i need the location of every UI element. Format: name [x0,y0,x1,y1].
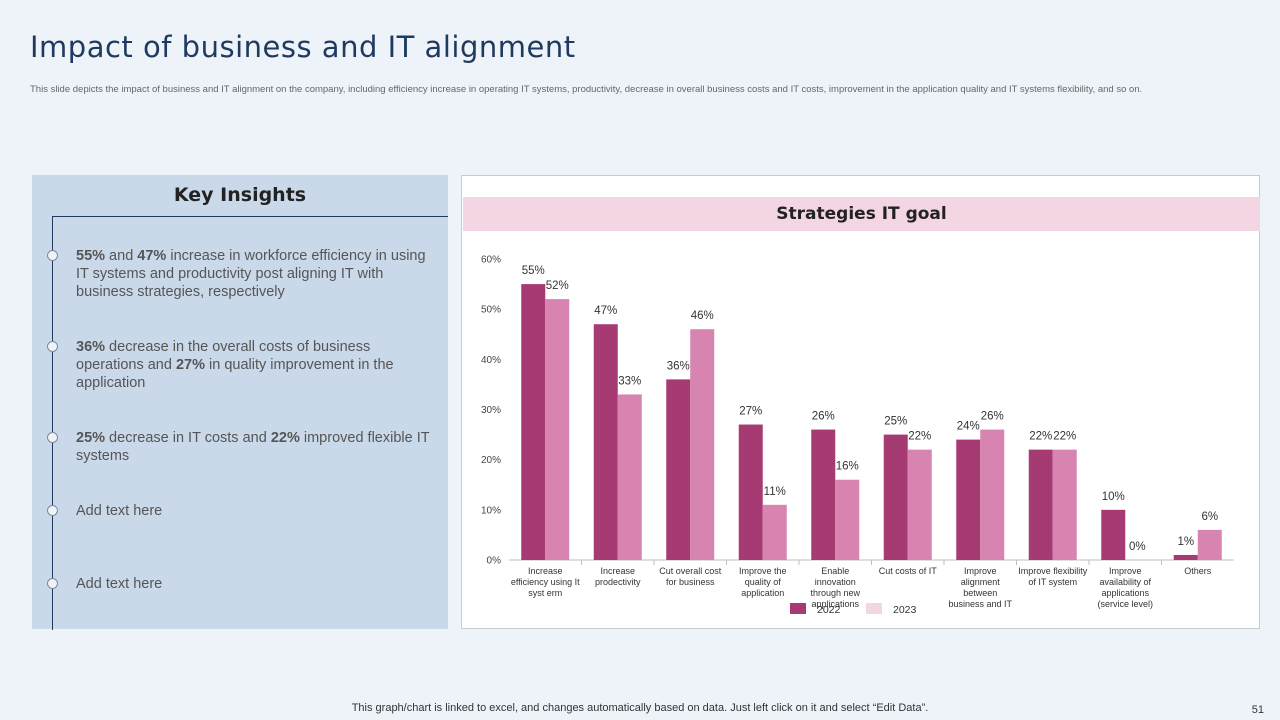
x-tick-label: business and IT [948,599,1012,609]
footer-note: This graph/chart is linked to excel, and… [351,702,929,714]
x-tick-label: between [963,588,997,598]
timeline-dot-3 [47,432,58,443]
x-tick-label: for business [666,577,715,587]
data-label: 36% [667,360,690,372]
insight-point-5[interactable]: Add text here [76,576,163,592]
bar-2022-7 [956,439,981,560]
data-label: 10% [1102,491,1125,503]
bar-2023-7 [980,429,1005,560]
timeline-top-line [52,216,448,217]
bar-2023-1 [545,299,570,560]
legend-swatch-2023 [866,603,882,614]
x-tick-label: of IT system [1028,577,1077,587]
bar-2022-9 [1101,509,1126,560]
bar-2023-10 [1197,529,1222,560]
data-label: 24% [957,421,980,433]
data-label: 46% [691,310,714,322]
data-label: 25% [884,416,907,428]
insight-point-1: 55% and 47% increase in workforce effici… [76,248,426,300]
bar-2023-5 [835,479,860,560]
legend-label: 2022 [817,604,841,616]
timeline-dot-4 [47,505,58,516]
y-tick-label: 40% [481,355,501,366]
x-tick-label: innovation [815,577,856,587]
x-tick-label: Cut costs of IT [879,566,938,576]
insight-point-3: 25% decrease in IT costs and 22% improve… [76,430,430,464]
x-tick-label: Improve the [739,566,787,576]
page-subtitle: This slide depicts the impact of busines… [30,84,1143,95]
x-tick-label: Enable [821,566,849,576]
legend-label: 2023 [893,604,917,616]
x-tick-label: applications [1101,588,1149,598]
y-tick-label: 50% [481,305,501,316]
timeline-vertical-line [52,216,53,630]
data-label: 27% [739,406,762,418]
data-label: 47% [594,305,617,317]
x-tick-label: application [741,588,784,598]
bar-2023-3 [690,329,715,560]
x-tick-label: Improve flexibility [1018,566,1088,576]
data-label: 55% [522,265,545,277]
data-label: 22% [1053,431,1076,443]
key-insights-title: Key Insights [173,184,307,206]
x-tick-label: through new [810,588,860,598]
x-tick-label: Increase [528,566,563,576]
x-tick-label: (service level) [1097,599,1153,609]
timeline-dot-2 [47,341,58,352]
data-label: 22% [908,431,931,443]
x-tick-label: efficiency using It [511,577,580,587]
bar-2022-4 [738,424,763,560]
bar-2023-2 [617,394,642,560]
data-label: 26% [981,411,1004,423]
data-label: 11% [764,486,786,498]
x-tick-label: Improve [1109,566,1142,576]
x-tick-label: availability of [1099,577,1151,587]
x-tick-label: alignment [961,577,1001,587]
bar-2022-3 [666,379,691,560]
data-label: 6% [1201,511,1218,523]
bar-2022-8 [1028,449,1053,560]
data-label: 22% [1029,431,1052,443]
bar-2022-1 [521,284,546,560]
page-number: 51 [1251,704,1264,716]
bar-2022-2 [593,324,618,560]
bar-2023-4 [762,504,787,560]
x-tick-label: quality of [745,577,782,587]
y-tick-label: 20% [481,455,501,466]
y-tick-label: 10% [481,505,501,516]
insight-point-2: 36% decrease in the overall costs of bus… [76,339,394,391]
x-tick-label: Improve [964,566,997,576]
timeline-dot-5 [47,578,58,589]
x-tick-label: syst erm [528,588,562,598]
legend-swatch-2022 [790,603,806,614]
timeline-dot-1 [47,250,58,261]
chart-header: Strategies IT goal [463,197,1260,231]
x-tick-label: applications [811,599,859,609]
bar-2023-6 [907,449,932,560]
bar-2022-5 [811,429,836,560]
data-label: 26% [812,411,835,423]
page-title: Impact of business and IT alignment [30,30,576,64]
y-tick-label: 60% [481,255,501,266]
x-tick-label: Increase [600,566,635,576]
bar-2022-6 [883,434,908,560]
data-label: 33% [618,375,641,387]
y-tick-label: 0% [487,556,502,567]
data-label: 16% [836,461,859,473]
data-label: 52% [546,280,569,292]
key-insights-panel [32,175,448,629]
x-tick-label: Cut overall cost [659,566,722,576]
x-tick-label: prodectivity [595,577,641,587]
bar-2022-10 [1173,554,1198,560]
insight-point-4[interactable]: Add text here [76,503,163,519]
x-tick-label: Others [1184,566,1212,576]
bar-2023-8 [1052,449,1077,560]
data-label: 0% [1129,541,1146,553]
y-tick-label: 30% [481,405,501,416]
data-label: 1% [1177,536,1194,548]
